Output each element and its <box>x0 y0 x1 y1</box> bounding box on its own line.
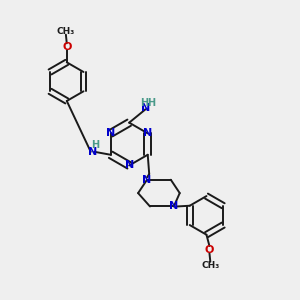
Text: N: N <box>106 128 115 138</box>
Text: CH₃: CH₃ <box>202 261 220 270</box>
Text: N: N <box>141 103 150 113</box>
Text: CH₃: CH₃ <box>56 27 74 36</box>
Text: N: N <box>88 147 98 157</box>
Text: N: N <box>124 160 134 170</box>
Text: H: H <box>91 140 99 150</box>
Text: H: H <box>140 98 148 108</box>
Text: O: O <box>62 42 71 52</box>
Text: N: N <box>143 128 152 138</box>
Text: O: O <box>205 244 214 255</box>
Text: H: H <box>147 98 155 108</box>
Text: N: N <box>169 202 178 212</box>
Text: N: N <box>142 175 152 185</box>
